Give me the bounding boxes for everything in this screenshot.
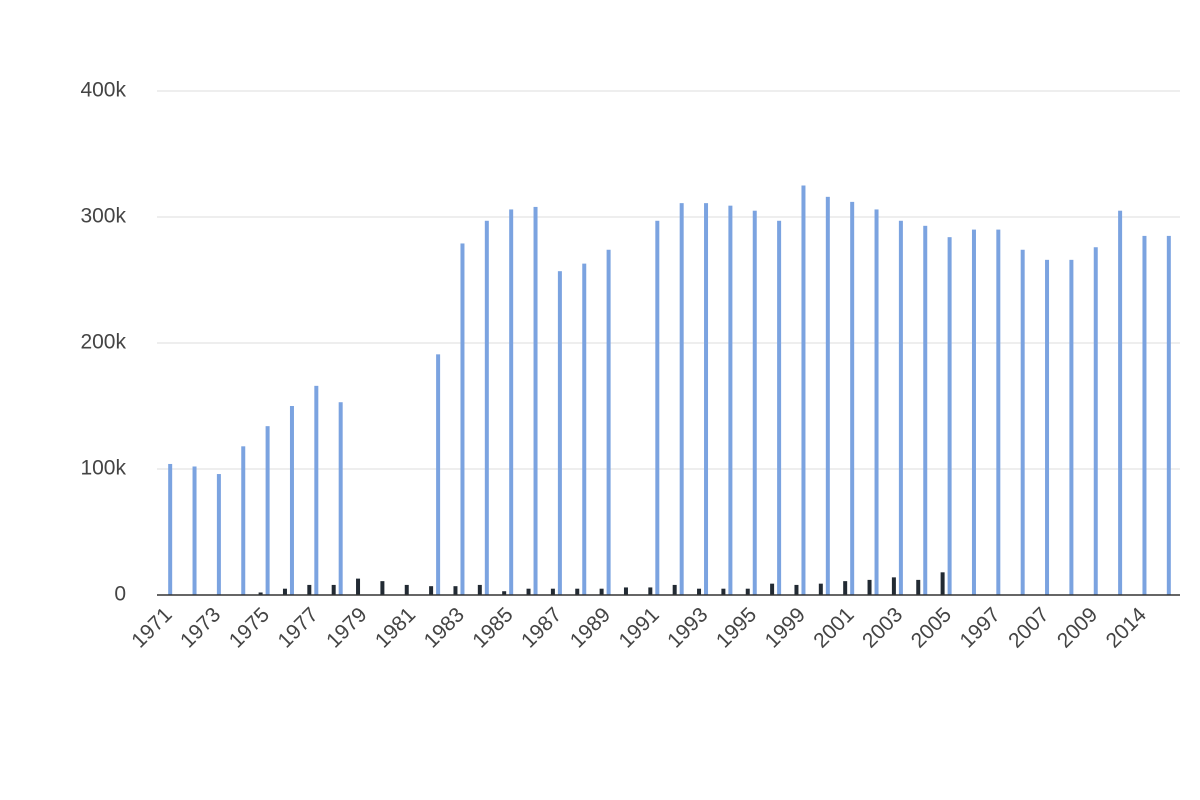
bar	[575, 588, 580, 595]
bar	[550, 588, 555, 595]
bar	[1118, 210, 1123, 595]
bar	[404, 584, 409, 595]
bar	[380, 581, 385, 595]
x-tick-label: 1989	[566, 603, 615, 652]
x-tick-label: 1983	[420, 603, 469, 652]
bar	[509, 209, 514, 595]
x-tick-label: 2014	[1102, 603, 1152, 653]
bar	[1166, 235, 1171, 595]
bar	[282, 588, 287, 595]
x-tick-label: 1973	[176, 603, 225, 652]
x-tick-label: 2007	[1004, 603, 1053, 652]
x-tick-label: 1997	[955, 603, 1004, 652]
y-tick-label: 400k	[80, 79, 126, 102]
bar	[436, 354, 441, 595]
x-tick-label: 1995	[712, 603, 761, 652]
bar	[672, 584, 677, 595]
bar	[307, 584, 312, 595]
x-tick-label: 1979	[322, 603, 371, 652]
x-tick-label: 1981	[371, 603, 420, 652]
bar	[453, 586, 458, 595]
bar	[898, 220, 903, 595]
bar	[265, 426, 270, 595]
bar	[1020, 249, 1025, 595]
bar	[721, 588, 726, 595]
bar	[697, 588, 702, 595]
x-tick-label: 2003	[858, 603, 907, 652]
bar	[971, 229, 976, 595]
bar	[216, 474, 221, 595]
bar	[874, 209, 879, 595]
bar	[867, 579, 872, 595]
bar	[606, 249, 611, 595]
bar	[533, 206, 538, 596]
bar	[818, 583, 823, 595]
bar	[923, 225, 928, 595]
bar	[460, 243, 465, 595]
bar	[996, 229, 1001, 595]
bar	[1093, 247, 1098, 596]
x-tick-label: 1993	[663, 603, 712, 652]
bar	[557, 271, 562, 595]
bar	[770, 583, 775, 595]
bar	[502, 591, 507, 595]
bar	[794, 584, 799, 595]
bar	[168, 463, 173, 595]
bar	[314, 385, 319, 595]
y-tick-label: 200k	[80, 331, 126, 354]
bar	[356, 578, 361, 595]
bar	[289, 406, 294, 595]
bar	[599, 588, 604, 595]
bar	[258, 592, 263, 595]
bar	[192, 466, 197, 595]
bar	[1069, 259, 1074, 595]
bar	[777, 220, 782, 595]
bar	[850, 201, 855, 595]
x-tick-label: 1987	[517, 603, 566, 652]
bar	[623, 587, 628, 595]
y-tick-label: 0	[114, 583, 126, 606]
bar	[916, 579, 921, 595]
bar	[331, 584, 336, 595]
bar	[526, 588, 531, 595]
bar	[679, 203, 684, 595]
bar	[752, 210, 757, 595]
bar	[477, 584, 482, 595]
bar	[338, 402, 343, 595]
x-tick-label: 1985	[468, 603, 517, 652]
y-tick-label: 300k	[80, 205, 126, 228]
bar	[1045, 259, 1050, 595]
bar	[648, 587, 653, 595]
x-tick-label: 2005	[907, 603, 956, 652]
x-tick-label: 1977	[273, 603, 322, 652]
bar	[241, 446, 246, 595]
bar	[947, 237, 952, 595]
bar	[1142, 235, 1147, 595]
bar	[940, 572, 945, 595]
x-tick-label: 2009	[1053, 603, 1102, 652]
x-tick-label: 1991	[614, 603, 663, 652]
bar	[728, 205, 733, 595]
bar	[891, 577, 896, 595]
bar	[582, 263, 587, 595]
bar	[704, 203, 709, 595]
x-tick-label: 1999	[761, 603, 810, 652]
bar	[801, 185, 806, 595]
bar	[843, 581, 848, 595]
y-tick-label: 100k	[80, 457, 126, 480]
bar	[655, 220, 660, 595]
bar	[429, 586, 434, 595]
bar	[825, 196, 830, 595]
bar	[745, 588, 750, 595]
bar	[484, 220, 489, 595]
x-tick-label: 1971	[127, 603, 176, 652]
x-tick-label: 2001	[809, 603, 858, 652]
x-tick-label: 1975	[225, 603, 274, 652]
